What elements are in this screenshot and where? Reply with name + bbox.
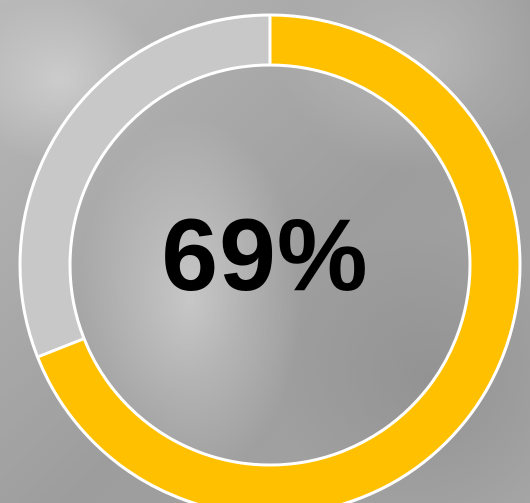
- donut-segments: [18, 13, 522, 503]
- segment-divider-2: [37, 337, 85, 359]
